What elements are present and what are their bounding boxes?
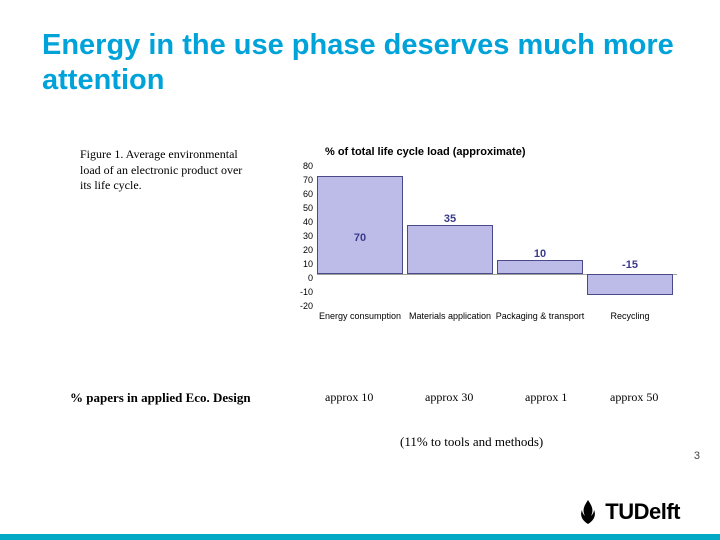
chart: % of total life cycle load (approximate)… <box>285 140 685 360</box>
y-tick: 10 <box>285 260 313 269</box>
bar-recycling <box>587 274 673 295</box>
papers-label: % papers in applied Eco. Design <box>70 390 251 406</box>
logo: TUDelft <box>577 498 680 526</box>
y-tick: -20 <box>285 302 313 311</box>
subnote: (11% to tools and methods) <box>400 434 543 450</box>
y-tick: 0 <box>285 274 313 283</box>
bar-energy <box>317 176 403 274</box>
papers-value: approx 1 <box>525 390 567 405</box>
bar-label: 10 <box>520 248 560 260</box>
x-label: Recycling <box>582 312 678 322</box>
chart-title: % of total life cycle load (approximate) <box>325 146 526 158</box>
figure-caption: Figure 1. Average environmental load of … <box>80 147 250 194</box>
flame-icon <box>577 498 599 526</box>
y-axis: 80 70 60 50 40 30 20 10 0 -10 -20 <box>285 162 313 312</box>
bar-materials <box>407 225 493 274</box>
bar-packaging <box>497 260 583 274</box>
x-label: Energy consumption <box>312 312 408 322</box>
x-label: Materials application <box>402 312 498 322</box>
y-tick: 80 <box>285 162 313 171</box>
slide-title: Energy in the use phase deserves much mo… <box>42 28 720 98</box>
y-tick: 50 <box>285 204 313 213</box>
y-tick: -10 <box>285 288 313 297</box>
logo-text: TUDelft <box>605 499 680 525</box>
bottom-bar <box>0 534 720 540</box>
bar-label: 70 <box>340 232 380 244</box>
x-label: Packaging & transport <box>492 312 588 322</box>
y-tick: 20 <box>285 246 313 255</box>
y-tick: 60 <box>285 190 313 199</box>
y-tick: 70 <box>285 176 313 185</box>
bar-label: 35 <box>430 213 470 225</box>
bar-label: -15 <box>610 259 650 271</box>
page-number: 3 <box>694 450 700 462</box>
y-tick: 40 <box>285 218 313 227</box>
y-tick: 30 <box>285 232 313 241</box>
papers-value: approx 50 <box>610 390 658 405</box>
papers-value: approx 10 <box>325 390 373 405</box>
papers-value: approx 30 <box>425 390 473 405</box>
plot-area: 70 35 10 -15 Energy consumption Material… <box>317 162 677 302</box>
